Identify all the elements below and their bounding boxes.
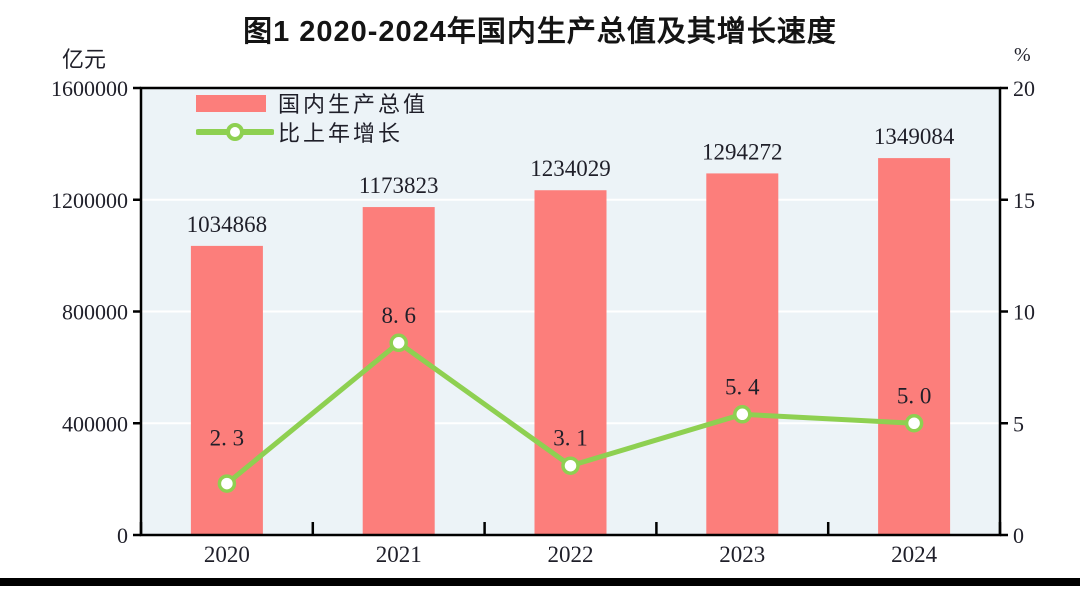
bar-value-label: 1234029 — [530, 156, 611, 181]
legend-item-growth: 比上年增长 — [196, 119, 428, 146]
data-point-marker — [389, 333, 408, 353]
bar-2023 — [706, 173, 779, 535]
chart-title: 图1 2020-2024年国内生产总值及其增长速度 — [243, 16, 837, 48]
data-point-marker — [904, 414, 924, 433]
bar-2021 — [362, 207, 435, 535]
right-axis-tick-label: 10 — [1013, 300, 1035, 325]
left-axis-tick-label: 0 — [117, 523, 128, 548]
line-value-label: 8. 6 — [381, 303, 416, 328]
left-axis-tick-label: 1200000 — [51, 188, 128, 213]
left-axis-tick-label: 800000 — [62, 300, 128, 325]
right-axis-tick-label: 20 — [1013, 76, 1035, 101]
data-point-marker — [217, 474, 237, 493]
plot-border — [139, 86, 1002, 537]
bar-value-label: 1034868 — [187, 212, 268, 237]
line-value-label: 5. 0 — [897, 383, 932, 408]
left-axis-tick-label: 400000 — [62, 411, 128, 436]
x-axis-category-label: 2022 — [548, 542, 594, 567]
bar-swatch-icon — [196, 94, 266, 112]
bar-2024 — [878, 158, 951, 535]
line-value-label: 2. 3 — [210, 426, 245, 451]
x-axis-category-label: 2020 — [204, 542, 250, 567]
page-bottom-border — [0, 578, 1080, 586]
bar-2022 — [534, 190, 607, 535]
left-axis-unit-label: 亿元 — [62, 47, 107, 72]
legend: 国内生产总值 比上年增长 — [196, 90, 429, 146]
legend-item-gdp: 国内生产总值 — [196, 90, 429, 117]
right-axis-tick-label: 0 — [1013, 523, 1024, 548]
right-axis-tick-label: 5 — [1013, 411, 1024, 436]
data-point-marker — [561, 456, 580, 475]
x-axis-category-label: 2023 — [719, 542, 765, 567]
x-axis-category-label: 2024 — [891, 542, 938, 567]
left-axis-tick-label: 1600000 — [51, 76, 128, 101]
legend-label-growth: 比上年增长 — [278, 121, 404, 146]
right-axis-tick-label: 15 — [1013, 188, 1035, 213]
bar-value-label: 1173823 — [359, 173, 439, 198]
x-axis-category-label: 2021 — [376, 542, 422, 567]
line-value-label: 3. 1 — [553, 426, 588, 451]
line-value-label: 5. 4 — [725, 374, 760, 399]
bar-value-label: 1349084 — [874, 124, 955, 149]
bar-value-label: 1294272 — [702, 139, 783, 164]
data-point-marker — [733, 405, 752, 424]
legend-label-gdp: 国内生产总值 — [278, 92, 429, 117]
line-with-circle-icon — [196, 123, 274, 141]
right-axis-unit-label: % — [1014, 44, 1031, 66]
